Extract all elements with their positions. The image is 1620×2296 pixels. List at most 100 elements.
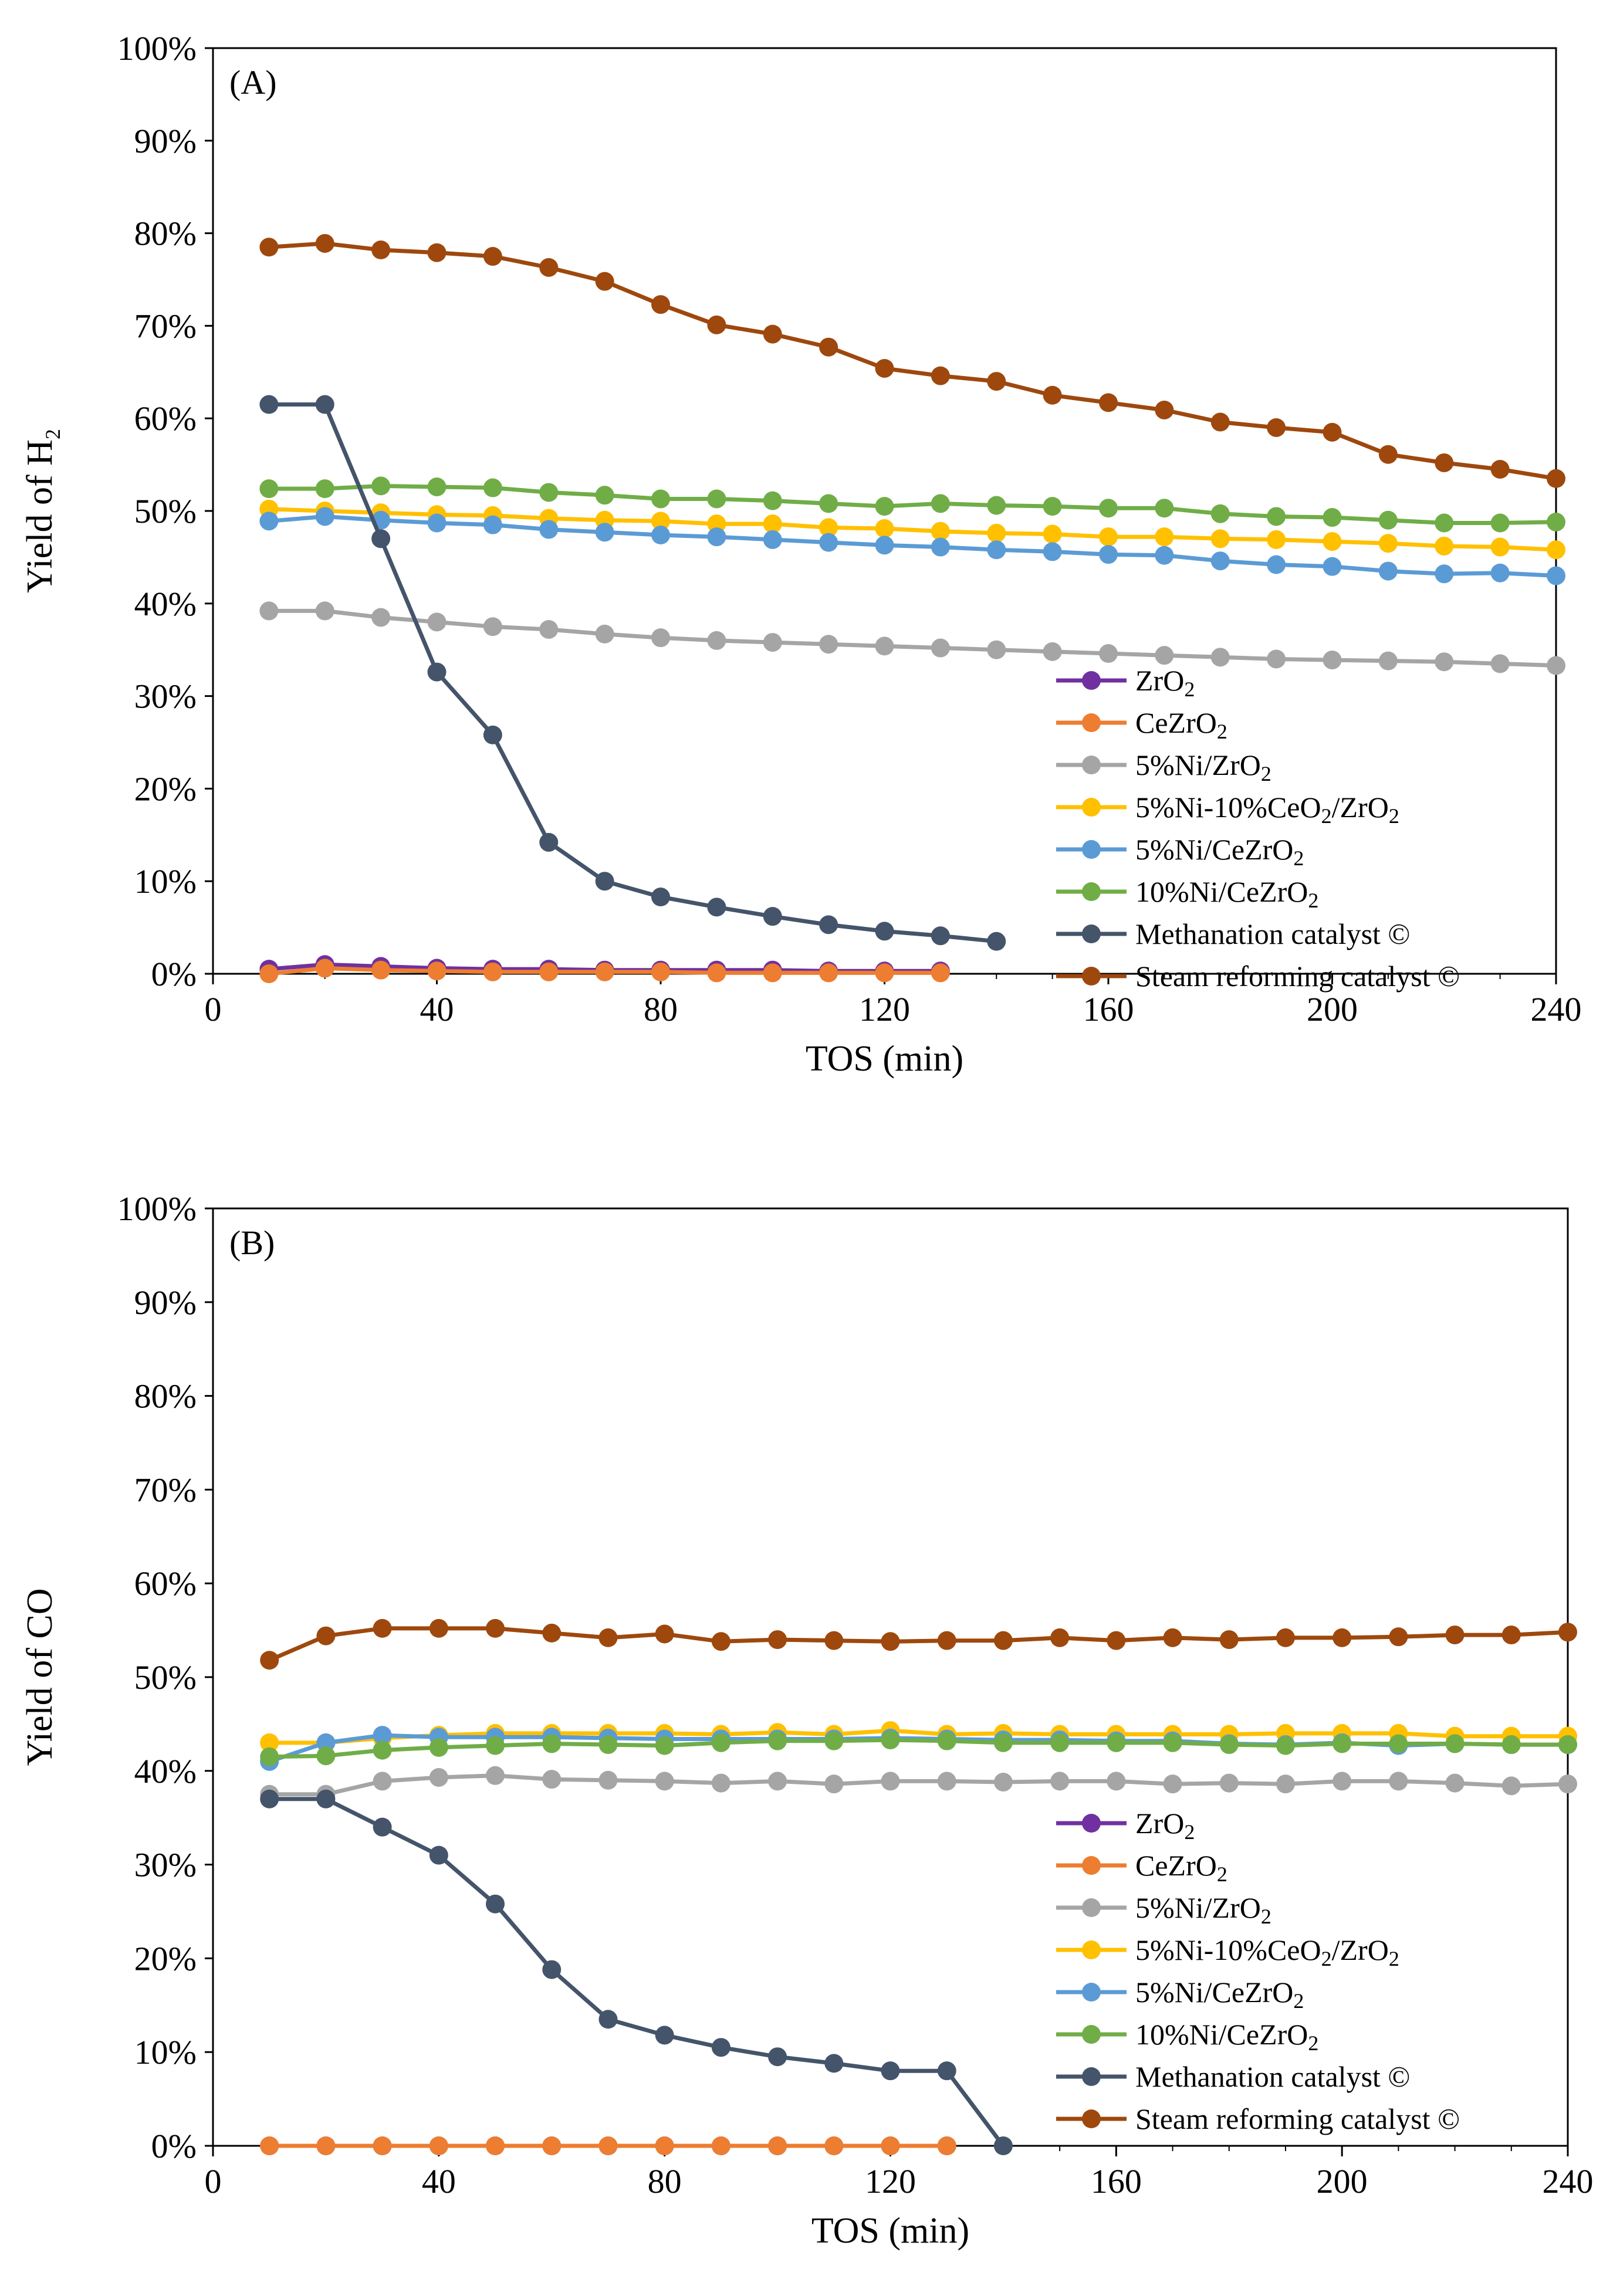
data-point bbox=[707, 631, 726, 650]
series-line bbox=[269, 1738, 1568, 1759]
data-point bbox=[1219, 1735, 1239, 1755]
data-point bbox=[598, 1628, 618, 1647]
data-point bbox=[763, 324, 782, 344]
data-point bbox=[1490, 513, 1510, 533]
data-point bbox=[427, 243, 447, 262]
data-point bbox=[483, 725, 502, 744]
data-point bbox=[1155, 527, 1174, 547]
x-tick-label: 0 bbox=[205, 2162, 222, 2200]
data-point bbox=[1378, 651, 1398, 670]
data-point bbox=[1155, 646, 1174, 665]
data-point bbox=[595, 272, 614, 291]
data-point bbox=[542, 1960, 562, 1979]
data-point bbox=[1155, 546, 1174, 565]
data-point bbox=[315, 395, 334, 414]
y-tick-label: 20% bbox=[134, 1939, 197, 1977]
data-point bbox=[1099, 393, 1118, 412]
data-point bbox=[875, 536, 894, 555]
data-point bbox=[373, 1817, 392, 1837]
data-point bbox=[1099, 499, 1118, 518]
series-4 bbox=[259, 507, 1565, 585]
series-line bbox=[269, 1728, 1568, 1745]
data-point bbox=[1435, 652, 1454, 672]
data-point bbox=[1389, 1772, 1408, 1791]
data-point bbox=[1378, 534, 1398, 553]
data-point bbox=[819, 337, 838, 357]
data-point bbox=[595, 523, 614, 542]
data-point bbox=[1267, 530, 1286, 549]
data-point bbox=[763, 633, 782, 652]
data-point bbox=[875, 963, 894, 983]
series-5 bbox=[259, 476, 1565, 533]
legend-label: 10%Ni/CeZrO2 bbox=[1135, 2018, 1318, 2055]
data-point bbox=[993, 1631, 1013, 1650]
data-point bbox=[1163, 1775, 1182, 1794]
x-tick-label: 240 bbox=[1543, 2162, 1594, 2200]
data-point bbox=[486, 2136, 505, 2155]
x-tick-label: 200 bbox=[1317, 2162, 1368, 2200]
legend-label: 10%Ni/CeZrO2 bbox=[1135, 875, 1318, 912]
data-point bbox=[655, 2026, 674, 2045]
legend-marker bbox=[1082, 1856, 1101, 1875]
legend-marker bbox=[1082, 798, 1101, 817]
data-point bbox=[315, 601, 334, 621]
data-point bbox=[1043, 542, 1062, 561]
data-point bbox=[875, 497, 894, 516]
x-tick-label: 80 bbox=[648, 2162, 682, 2200]
data-point bbox=[315, 233, 334, 253]
data-point bbox=[373, 1726, 392, 1745]
data-point bbox=[768, 1630, 787, 1650]
data-point bbox=[1219, 1773, 1239, 1793]
data-point bbox=[937, 1772, 956, 1791]
data-point bbox=[819, 915, 838, 934]
data-point bbox=[987, 523, 1006, 543]
data-point bbox=[881, 1731, 900, 1750]
data-point bbox=[539, 832, 559, 852]
legend-label: 5%Ni/CeZrO2 bbox=[1135, 833, 1304, 870]
data-point bbox=[1099, 527, 1118, 547]
data-point bbox=[486, 1894, 505, 1914]
data-point bbox=[259, 964, 279, 983]
data-point bbox=[595, 872, 614, 891]
data-point bbox=[1267, 649, 1286, 669]
x-tick-label: 40 bbox=[420, 990, 454, 1028]
data-point bbox=[1043, 497, 1062, 516]
data-point bbox=[1219, 1630, 1239, 1650]
legend-marker bbox=[1082, 2067, 1101, 2086]
x-tick-label: 80 bbox=[644, 990, 678, 1028]
legend-marker bbox=[1082, 1983, 1101, 2002]
data-point bbox=[1267, 507, 1286, 526]
legend-label: CeZrO2 bbox=[1135, 1849, 1227, 1886]
legend-marker bbox=[1082, 713, 1101, 732]
data-point bbox=[824, 1731, 844, 1750]
data-point bbox=[371, 476, 391, 496]
data-point bbox=[371, 960, 391, 980]
data-point bbox=[931, 537, 950, 557]
data-point bbox=[819, 494, 838, 513]
data-point bbox=[595, 486, 614, 505]
data-point bbox=[373, 1618, 392, 1638]
data-point bbox=[937, 1631, 956, 1650]
data-point bbox=[711, 2136, 730, 2155]
data-point bbox=[1332, 1628, 1352, 1647]
x-axis-title: TOS (min) bbox=[806, 1039, 963, 1079]
data-point bbox=[260, 1747, 279, 1766]
series-7 bbox=[260, 1618, 1577, 1670]
series-line bbox=[269, 1773, 1568, 1797]
data-point bbox=[316, 2136, 336, 2155]
data-point bbox=[598, 1770, 618, 1790]
data-point bbox=[1490, 654, 1510, 673]
data-point bbox=[316, 1626, 336, 1645]
data-point bbox=[542, 1734, 562, 1753]
series-1 bbox=[260, 2136, 956, 2155]
data-point bbox=[427, 961, 447, 981]
y-tick-label: 70% bbox=[134, 1471, 197, 1509]
data-point bbox=[655, 2136, 674, 2155]
data-point bbox=[483, 478, 502, 497]
data-point bbox=[1276, 1775, 1295, 1794]
data-point bbox=[1267, 418, 1286, 437]
legend-marker bbox=[1082, 2025, 1101, 2044]
data-point bbox=[1558, 1735, 1577, 1755]
legend-label: 5%Ni/CeZrO2 bbox=[1135, 1976, 1304, 2013]
